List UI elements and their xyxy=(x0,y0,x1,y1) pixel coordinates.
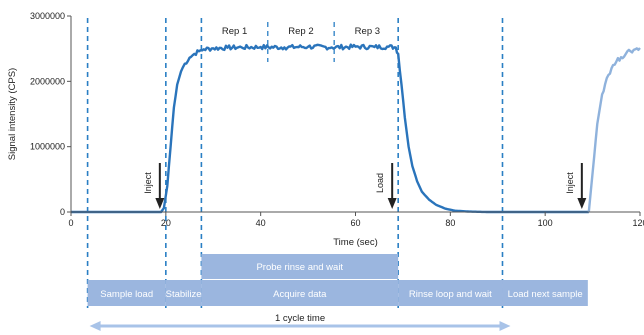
phase-box-0 xyxy=(87,280,166,306)
y-axis-label: Signal intensity (CPS) xyxy=(7,68,18,160)
marker-arrowhead-1 xyxy=(387,198,397,209)
rep-label-2: Rep 3 xyxy=(355,26,380,37)
phase-label-1: Stabilize xyxy=(166,289,202,300)
y-tick-label-0: 0 xyxy=(60,207,65,217)
guide-line-layer xyxy=(86,18,504,308)
phase-label-3: Rinse loop and wait xyxy=(409,289,492,300)
phase-box-4 xyxy=(502,280,588,306)
phase-box-3 xyxy=(398,280,503,306)
x-axis-label: Time (sec) xyxy=(333,237,378,248)
x-tick-label-3: 60 xyxy=(350,218,360,228)
y-tick-label-3: 3000000 xyxy=(30,11,65,21)
x-tick-label-6: 120 xyxy=(632,218,644,228)
cycle-label: 1 cycle time xyxy=(275,313,325,324)
phase-box-top xyxy=(201,254,399,279)
x-tick-label-0: 0 xyxy=(68,218,73,228)
cycle-arrowhead-right xyxy=(499,321,511,331)
phase-box-2 xyxy=(201,280,399,306)
x-tick-label-2: 40 xyxy=(256,218,266,228)
rep-label-1: Rep 2 xyxy=(288,26,313,37)
y-tick-label-2: 2000000 xyxy=(30,76,65,86)
marker-arrowhead-2 xyxy=(577,198,587,209)
label-layer: Rep 1 Rep 2 Rep 3 Inject Load Inject xyxy=(143,26,587,209)
x-tick-label-5: 100 xyxy=(538,218,553,228)
marker-label-0: Inject xyxy=(143,172,153,194)
marker-label-1: Load xyxy=(375,173,385,193)
marker-label-2: Inject xyxy=(565,172,575,194)
phase-label-4: Load next sample xyxy=(508,289,583,300)
x-tick-label-4: 80 xyxy=(445,218,455,228)
series-layer xyxy=(71,43,641,214)
y-tick-label-1: 1000000 xyxy=(30,142,65,152)
marker-arrowhead-0 xyxy=(155,198,165,209)
phase-label-top: Probe rinse and wait xyxy=(256,262,343,273)
x-tick-label-1: 20 xyxy=(161,218,171,228)
phase-label-0: Sample load xyxy=(100,289,153,300)
phase-label-2: Acquire data xyxy=(273,289,327,300)
signal-series-1 xyxy=(587,47,641,213)
phase-layer: Probe rinse and wait Sample load Stabilize… xyxy=(87,254,588,331)
axes-layer: 0 1000000 2000000 3000000 0 20 40 60 80 100 120 xyxy=(30,11,644,228)
cycle-arrowhead-left xyxy=(89,321,101,331)
rep-label-0: Rep 1 xyxy=(222,26,247,37)
phase-box-1 xyxy=(165,280,202,306)
